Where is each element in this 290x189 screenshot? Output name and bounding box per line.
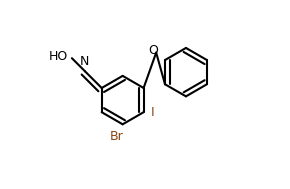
Text: Br: Br: [110, 130, 124, 143]
Text: O: O: [148, 44, 158, 57]
Text: HO: HO: [49, 50, 68, 63]
Text: I: I: [151, 106, 155, 119]
Text: N: N: [80, 55, 90, 68]
